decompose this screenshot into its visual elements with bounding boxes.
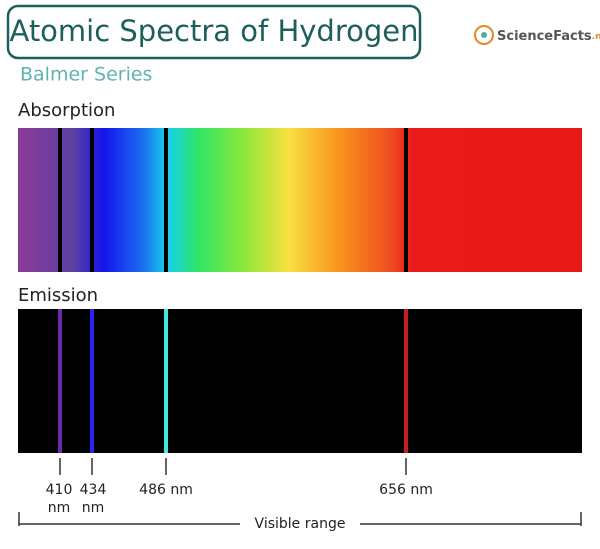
absorption-line bbox=[58, 128, 62, 272]
range-label: Visible range bbox=[255, 516, 346, 532]
wavelength-label: 656 nm bbox=[379, 482, 433, 498]
logo-name: ScienceFacts bbox=[497, 29, 592, 44]
absorption-label: Absorption bbox=[18, 100, 115, 121]
title-box bbox=[6, 4, 422, 60]
emission-line bbox=[404, 309, 408, 453]
wavelength-unit: nm bbox=[82, 500, 105, 516]
emission-line bbox=[164, 309, 168, 453]
wavelength-label: 486 nm bbox=[139, 482, 193, 498]
logo-text: ScienceFacts.net bbox=[497, 29, 600, 44]
logo-icon bbox=[474, 25, 494, 45]
wavelength-label: 434 bbox=[80, 482, 107, 498]
absorption-line bbox=[90, 128, 94, 272]
wavelength-label: 410 bbox=[46, 482, 73, 498]
absorption-line bbox=[404, 128, 408, 272]
logo[interactable]: ScienceFacts.net bbox=[474, 25, 600, 45]
absorption-line bbox=[164, 128, 168, 272]
emission-line bbox=[58, 309, 62, 453]
title: Atomic Spectra of Hydrogen bbox=[9, 14, 418, 48]
absorption-spectrum bbox=[18, 128, 582, 272]
emission-line bbox=[90, 309, 94, 453]
emission-spectrum bbox=[18, 309, 582, 453]
logo-suffix: .net bbox=[592, 32, 600, 42]
emission-label: Emission bbox=[18, 285, 98, 306]
logo-icon-core bbox=[481, 32, 487, 38]
subtitle: Balmer Series bbox=[20, 64, 152, 86]
wavelength-unit: nm bbox=[48, 500, 71, 516]
